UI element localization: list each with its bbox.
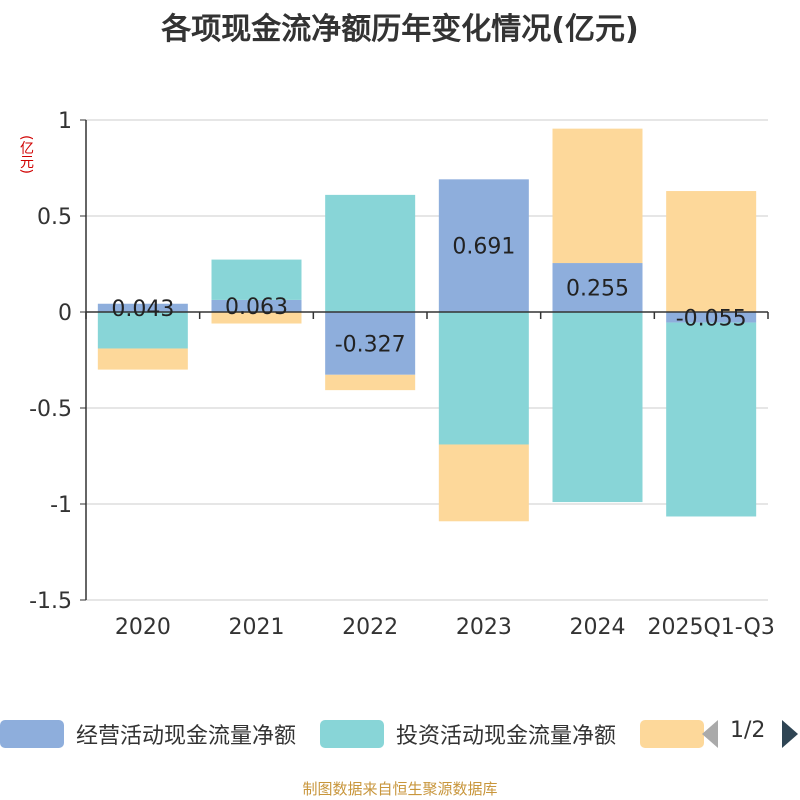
legend-next-page-icon[interactable] <box>782 720 798 748</box>
bar-operating-0 <box>97 303 188 312</box>
data-label-operating-1: 0.063 <box>225 295 288 320</box>
bar-financing-3 <box>438 444 529 522</box>
bar-financing-0 <box>97 348 188 370</box>
bar-operating-2 <box>325 312 416 375</box>
y-tick-label: 0 <box>58 301 72 326</box>
bar-investing-1 <box>211 259 302 300</box>
source-note: 制图数据来自恒生聚源数据库 <box>302 780 498 798</box>
legend-swatch-financing <box>640 720 704 748</box>
y-tick-label: -1 <box>50 493 72 518</box>
legend-swatch-investing <box>320 720 384 748</box>
legend-label-investing: 投资活动现金流量净额 <box>396 724 617 749</box>
data-label-operating-0: 0.043 <box>111 297 174 322</box>
bar-operating-3 <box>438 179 529 312</box>
data-label-operating-4: 0.255 <box>566 277 629 302</box>
legend-item-investing[interactable]: 投资活动现金流量净额 <box>320 716 616 752</box>
legend-swatch-operating <box>0 720 64 748</box>
x-tick-label-3: 2023 <box>456 615 512 640</box>
x-tick-label-1: 2021 <box>229 615 285 640</box>
bar-financing-2 <box>325 374 416 391</box>
legend-page-indicator: 1/2 <box>730 718 766 743</box>
y-tick-label: -0.5 <box>29 397 72 422</box>
bar-investing-4 <box>552 312 643 503</box>
data-label-operating-3: 0.691 <box>452 235 515 260</box>
bar-operating-5 <box>666 312 757 323</box>
bar-financing-4 <box>552 128 643 264</box>
data-label-operating-2: -0.327 <box>335 332 406 357</box>
y-tick-label: 0.5 <box>37 205 72 230</box>
y-tick-label: -1.5 <box>29 589 72 614</box>
y-axis-unit-label: (亿元) <box>18 134 34 174</box>
x-tick-label-0: 2020 <box>115 615 171 640</box>
legend-label-operating: 经营活动现金流量净额 <box>76 724 297 749</box>
bar-investing-3 <box>438 312 529 445</box>
legend-item-operating[interactable]: 经营活动现金流量净额 <box>0 716 296 752</box>
data-label-operating-5: -0.055 <box>676 306 747 331</box>
bar-operating-4 <box>552 263 643 312</box>
bar-investing-2 <box>325 194 416 312</box>
x-tick-label-4: 2024 <box>570 615 626 640</box>
bar-investing-0 <box>97 312 188 349</box>
chart-plot: 1 0.5 0 -0.5 -1 -1.5 0.043 0.063 -0.327 0.691 0.25… <box>29 109 775 640</box>
chart-title: 各项现金流净额历年变化情况(亿元) <box>161 12 639 47</box>
bar-financing-5 <box>666 191 757 312</box>
x-tick-label-5: 2025Q1-Q3 <box>647 615 774 640</box>
legend-item-financing[interactable] <box>640 716 704 752</box>
y-tick-label: 1 <box>58 109 72 134</box>
x-tick-label-2: 2022 <box>342 615 398 640</box>
legend-prev-page-icon[interactable] <box>702 720 718 748</box>
bar-operating-1 <box>211 299 302 312</box>
bar-investing-5 <box>666 322 757 517</box>
bar-financing-1 <box>211 312 302 324</box>
